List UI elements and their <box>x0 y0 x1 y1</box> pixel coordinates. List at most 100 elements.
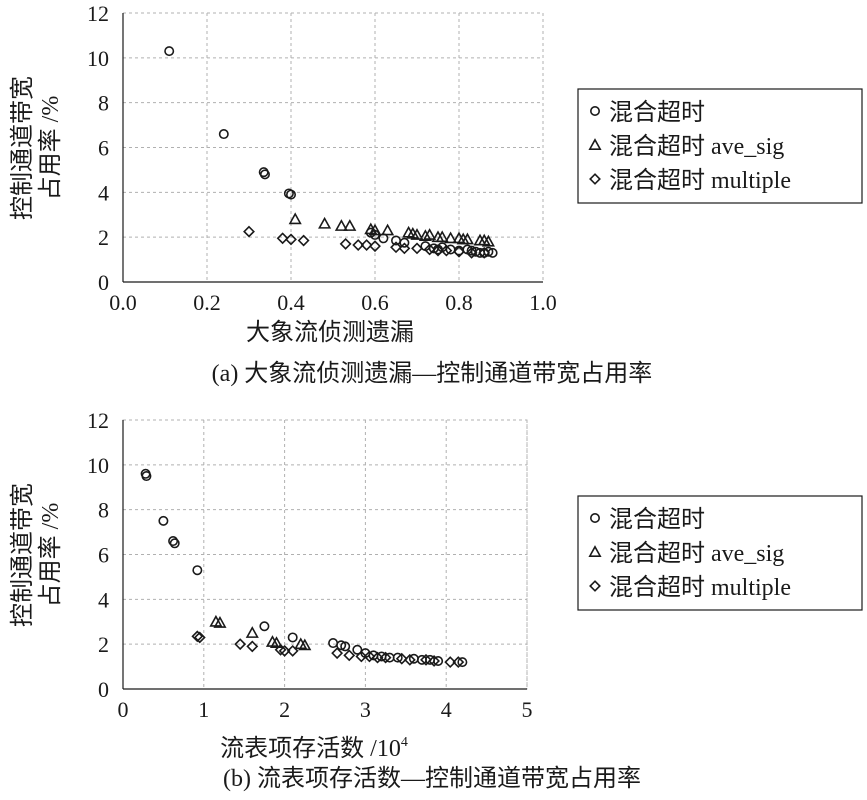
x-tick-label: 5 <box>522 697 533 722</box>
legend-circle-icon <box>589 106 600 117</box>
data-point-circle <box>328 638 339 649</box>
x-axis-label-text: 流表项存活数 /10 <box>220 735 401 762</box>
data-point-diamond <box>297 234 310 247</box>
data-point-diamond <box>478 246 491 259</box>
x-tick-label: 1.0 <box>529 290 557 315</box>
data-point-triangle <box>318 216 332 229</box>
data-point-triangle <box>368 223 382 236</box>
x-tick-label: 0.6 <box>361 290 389 315</box>
legend-triangle-icon <box>588 545 602 557</box>
data-point-diamond <box>432 244 444 257</box>
y-tick-label: 6 <box>98 543 109 568</box>
y-tick-label: 2 <box>98 225 109 250</box>
x-tick-label: 0.8 <box>445 290 473 315</box>
legend-label: 混合超时 multiple <box>609 574 791 601</box>
data-point-triangle <box>381 223 395 236</box>
data-point-circle <box>336 640 347 651</box>
data-point-diamond <box>369 240 381 253</box>
data-point-diamond <box>243 225 255 238</box>
y-tick-label: 8 <box>98 498 109 523</box>
data-point-triangle <box>410 228 424 240</box>
data-point-diamond <box>278 644 291 657</box>
data-point-circle <box>141 471 152 482</box>
data-point-triangle <box>213 616 227 628</box>
x-axis-label: 流表项存活数 /104 <box>220 735 408 762</box>
data-point-circle <box>192 565 203 576</box>
data-point-circle <box>457 657 468 668</box>
data-point-diamond <box>452 656 465 669</box>
data-point-diamond <box>363 650 376 663</box>
x-tick-label: 2 <box>279 697 290 722</box>
data-point-triangle <box>423 228 437 240</box>
series-diamond <box>191 630 465 669</box>
data-point-diamond <box>440 244 453 257</box>
data-point-triangle <box>435 230 449 243</box>
y-tick-label: 8 <box>98 91 109 116</box>
series-triangle <box>209 614 312 651</box>
data-point-diamond <box>276 232 289 245</box>
data-point-diamond <box>420 653 432 666</box>
data-point-circle <box>392 652 403 663</box>
y-axis-label-line2: 占用率 /% <box>37 503 64 608</box>
y-tick-label: 2 <box>98 632 109 657</box>
data-point-circle <box>169 538 180 549</box>
data-point-circle <box>285 189 296 200</box>
data-point-triangle <box>444 231 458 244</box>
data-point-diamond <box>246 640 259 653</box>
series-triangle <box>288 212 495 247</box>
data-point-triangle <box>298 638 312 651</box>
x-tick-label: 4 <box>441 697 452 722</box>
data-point-diamond <box>274 643 287 656</box>
data-point-diamond <box>403 653 416 666</box>
data-point-diamond <box>352 239 365 251</box>
y-axis-label-line2: 占用率 /% <box>37 96 64 201</box>
legend-label: 混合超时 ave_sig <box>609 540 784 567</box>
data-point-diamond <box>398 242 411 255</box>
legend-diamond-icon <box>589 173 601 185</box>
data-point-triangle <box>334 219 348 231</box>
legend-label: 混合超时 multiple <box>609 167 791 194</box>
x-axis-label-superscript: 4 <box>401 735 408 750</box>
data-point-circle <box>399 237 410 248</box>
x-axis-label: 大象流侦测遗漏 <box>246 319 414 346</box>
data-point-triangle <box>269 636 284 649</box>
data-point-circle <box>287 632 298 643</box>
legend-label: 混合超时 <box>609 506 705 533</box>
y-tick-label: 6 <box>98 136 109 161</box>
x-tick-label: 1 <box>198 697 209 722</box>
y-tick-label: 12 <box>87 408 109 433</box>
x-tick-label: 3 <box>360 697 371 722</box>
figure-caption: (a) 大象流侦测遗漏—控制通道带宽占用率 <box>212 360 653 387</box>
x-tick-label: 0.2 <box>193 290 221 315</box>
data-point-circle <box>168 536 179 547</box>
y-tick-label: 0 <box>98 677 109 702</box>
data-point-circle <box>259 621 270 632</box>
series-circle <box>140 468 468 668</box>
series-circle <box>164 46 498 258</box>
data-point-triangle <box>418 229 432 242</box>
data-point-diamond <box>371 651 384 664</box>
data-point-diamond <box>339 237 352 250</box>
y-tick-label: 10 <box>87 46 109 71</box>
data-point-diamond <box>331 647 344 660</box>
data-point-diamond <box>379 651 392 664</box>
x-axis-label-text: 大象流侦测遗漏 <box>246 319 414 346</box>
data-point-circle <box>218 129 229 140</box>
legend-label: 混合超时 ave_sig <box>609 133 784 160</box>
data-point-circle <box>433 655 444 666</box>
data-point-circle <box>259 169 270 180</box>
data-point-diamond <box>285 233 297 246</box>
y-tick-label: 10 <box>87 453 109 478</box>
legend-diamond-icon <box>589 580 601 592</box>
data-point-diamond <box>411 242 423 255</box>
data-point-diamond <box>286 644 299 657</box>
legend-triangle-icon <box>588 138 602 150</box>
legend-circle-icon <box>589 512 600 523</box>
data-point-diamond <box>465 246 478 259</box>
data-point-circle <box>352 644 363 655</box>
data-point-diamond <box>191 630 204 643</box>
legend-box <box>577 88 863 204</box>
series-diamond <box>243 225 491 259</box>
data-point-triangle <box>343 219 357 231</box>
